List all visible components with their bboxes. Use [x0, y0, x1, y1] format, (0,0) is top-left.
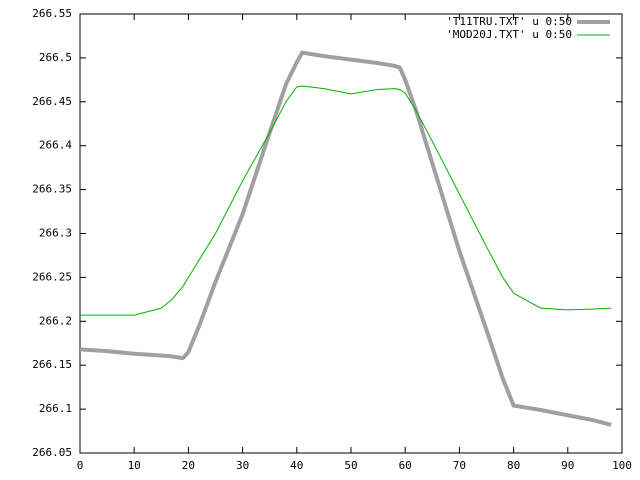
y-tick-label: 266.3: [39, 227, 72, 240]
series-line: [79, 50, 612, 427]
y-tick-label: 266.35: [32, 183, 72, 196]
x-tick-label: 80: [507, 459, 520, 472]
y-tick-label: 266.2: [39, 314, 72, 327]
x-tick-label: 100: [612, 459, 632, 472]
y-tick-label: 266.5: [39, 51, 72, 64]
x-tick-label: 10: [128, 459, 141, 472]
x-tick-label: 70: [453, 459, 466, 472]
series-line: [80, 85, 612, 316]
y-tick-label: 266.55: [32, 7, 72, 20]
y-tick-label: 266.25: [32, 270, 72, 283]
y-tick-label: 266.05: [32, 446, 72, 459]
legend-label: 'T11TRU.TXT' u 0:50: [446, 15, 572, 28]
x-tick-label: 0: [77, 459, 84, 472]
x-tick-label: 90: [561, 459, 574, 472]
x-tick-label: 60: [399, 459, 412, 472]
plot-border: [79, 13, 623, 454]
legend-label: 'MOD20J.TXT' u 0:50: [446, 28, 572, 41]
x-tick-label: 40: [290, 459, 303, 472]
x-tick-label: 20: [182, 459, 195, 472]
y-tick-label: 266.45: [32, 95, 72, 108]
x-tick-label: 30: [236, 459, 249, 472]
x-tick-label: 50: [344, 459, 357, 472]
y-tick-label: 266.1: [39, 402, 72, 415]
y-tick-label: 266.15: [32, 358, 72, 371]
y-tick-label: 266.4: [39, 139, 72, 152]
